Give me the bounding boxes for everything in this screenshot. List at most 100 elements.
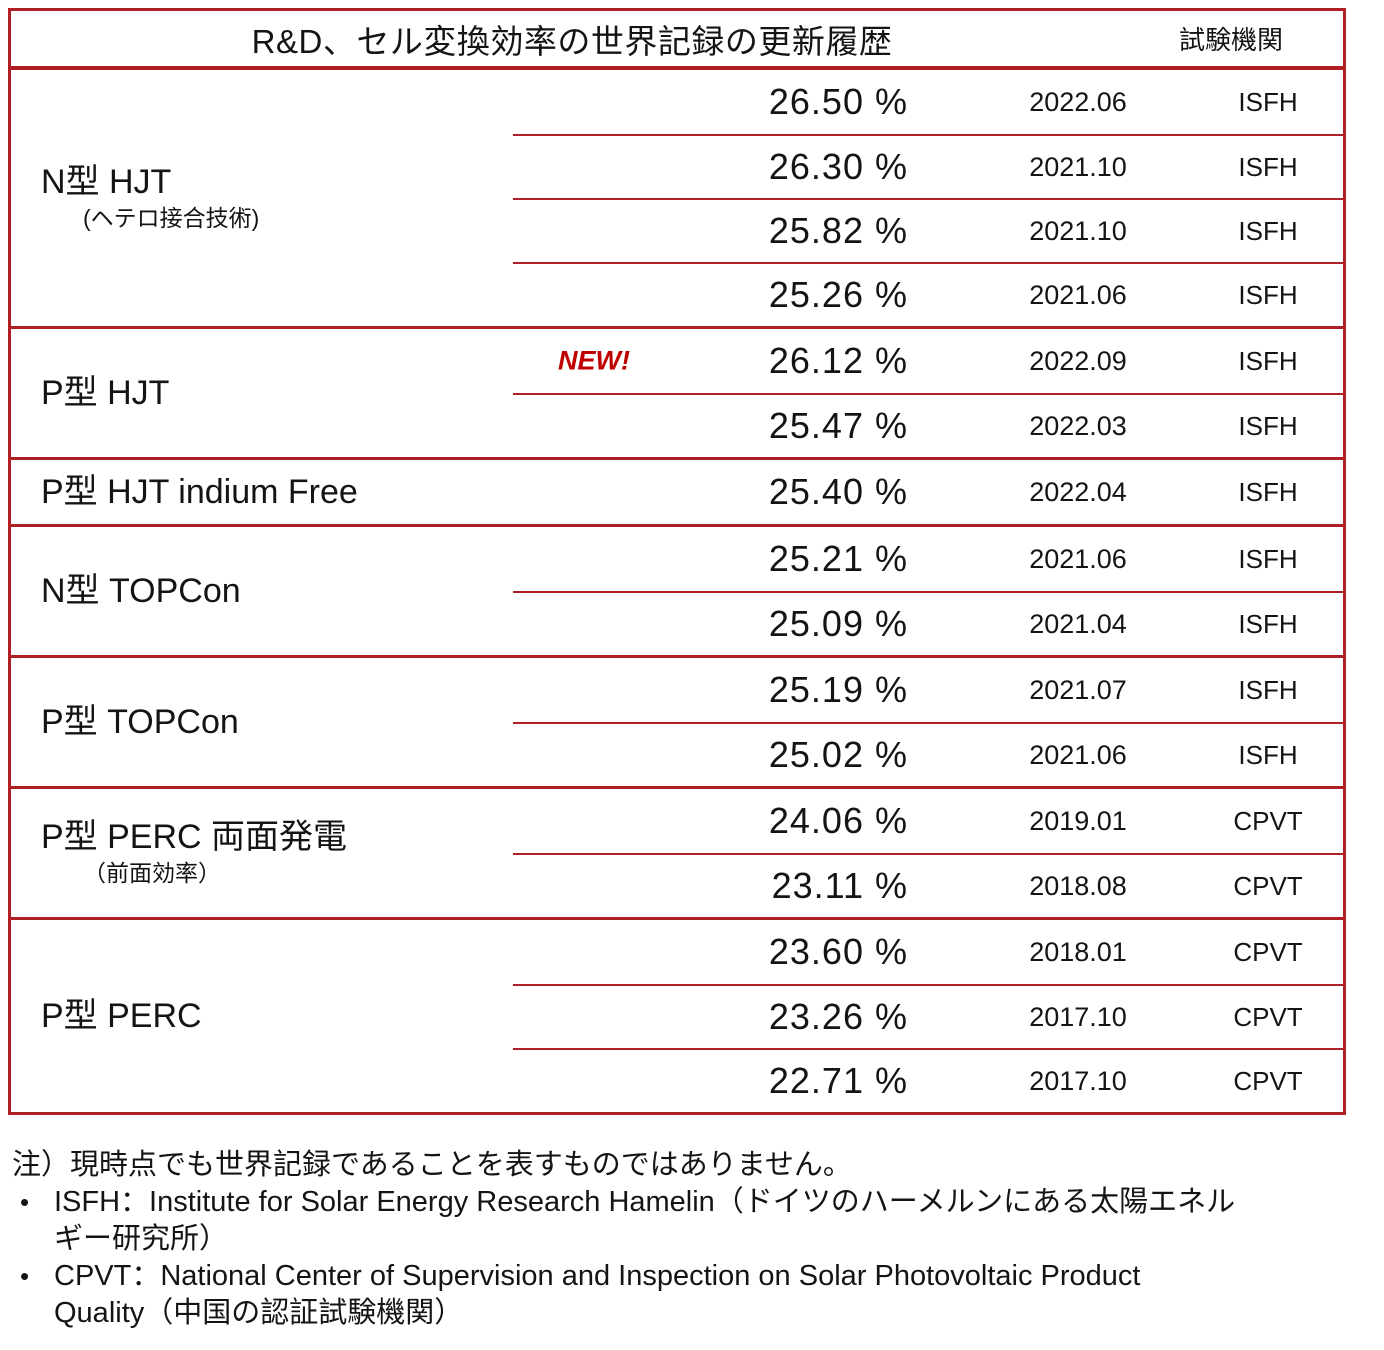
group-label-cell: P型 HJT — [11, 329, 513, 457]
group-label-cell: P型 PERC — [11, 920, 513, 1112]
table-group: P型 PERC 23.60 % 2018.01 CPVT 23.26 % 201… — [11, 917, 1343, 1112]
test-agency: CPVT — [1233, 1065, 1303, 1096]
footnotes: 注）現時点でも世界記録であることを表すものではありません。 • ISFH：Ins… — [10, 1147, 1374, 1332]
table-row: 26.30 % 2021.10 ISFH — [513, 134, 1343, 198]
table-title: R&D、セル変換効率の世界記録の更新履歴 — [251, 22, 893, 60]
table-row: 25.09 % 2021.04 ISFH — [513, 591, 1343, 655]
group-rows: NEW! 26.12 % 2022.09 ISFH 25.47 % 2022.0… — [513, 329, 1343, 457]
efficiency-value: 24.06 % — [768, 800, 908, 841]
table-group: N型 TOPCon 25.21 % 2021.06 ISFH 25.09 % 2… — [11, 524, 1343, 655]
record-date: 2022.03 — [1029, 410, 1127, 441]
efficiency-value: 26.30 % — [768, 146, 908, 187]
test-agency: ISFH — [1238, 543, 1298, 574]
note-disclaimer: 注）現時点でも世界記録であることを表すものではありません。 — [12, 1149, 852, 1181]
group-rows: 25.19 % 2021.07 ISFH 25.02 % 2021.06 ISF… — [513, 658, 1343, 786]
note-line: Quality（中国の認証試験機関） — [54, 1297, 464, 1329]
test-agency: ISFH — [1238, 151, 1298, 182]
efficiency-record-table: R&D、セル変換効率の世界記録の更新履歴 試験機関 N型 HJT (ヘテロ接合技… — [8, 8, 1346, 1115]
record-date: 2022.06 — [1029, 86, 1127, 117]
record-date: 2018.08 — [1029, 870, 1127, 901]
efficiency-value: 23.60 % — [768, 931, 908, 972]
record-date: 2017.10 — [1029, 1065, 1127, 1096]
table-group: N型 HJT (ヘテロ接合技術) 26.50 % 2022.06 ISFH 26… — [11, 70, 1343, 326]
table-header-row: R&D、セル変換効率の世界記録の更新履歴 試験機関 — [11, 11, 1343, 70]
table-row: 25.40 % 2022.04 ISFH — [513, 460, 1343, 524]
note-bullet-item: • ISFH：Institute for Solar Energy Resear… — [10, 1184, 1374, 1258]
group-label-cell: P型 PERC 両面発電 （前面効率） — [11, 789, 513, 917]
note-line: CPVT：National Center of Supervision and … — [54, 1260, 1141, 1292]
note-bullet-item: • CPVT：National Center of Supervision an… — [10, 1258, 1374, 1332]
table-group: P型 HJT indium Free 25.40 % 2022.04 ISFH — [11, 457, 1343, 524]
group-label: P型 TOPCon — [41, 702, 239, 741]
efficiency-value: 25.82 % — [768, 210, 908, 251]
efficiency-value: 25.21 % — [768, 538, 908, 579]
table-group: P型 PERC 両面発電 （前面効率） 24.06 % 2019.01 CPVT… — [11, 786, 1343, 917]
test-agency: ISFH — [1238, 215, 1298, 246]
group-label-cell: N型 TOPCon — [11, 527, 513, 655]
efficiency-value: 25.02 % — [768, 734, 908, 775]
test-agency: ISFH — [1238, 608, 1298, 639]
efficiency-value: 25.47 % — [768, 405, 908, 446]
record-date: 2018.01 — [1029, 936, 1127, 967]
group-label-cell: N型 HJT (ヘテロ接合技術) — [11, 70, 513, 326]
test-agency: ISFH — [1238, 739, 1298, 770]
test-agency: ISFH — [1238, 345, 1298, 376]
table-body: N型 HJT (ヘテロ接合技術) 26.50 % 2022.06 ISFH 26… — [11, 70, 1343, 1112]
group-label: P型 PERC — [41, 996, 202, 1035]
group-rows: 26.50 % 2022.06 ISFH 26.30 % 2021.10 ISF… — [513, 70, 1343, 326]
group-label: P型 HJT — [41, 373, 170, 412]
table-row: 25.47 % 2022.03 ISFH — [513, 393, 1343, 457]
efficiency-value: 25.09 % — [768, 603, 908, 644]
bullet-marker: • — [20, 1261, 30, 1291]
note-line: ギー研究所） — [54, 1223, 229, 1255]
record-date: 2021.07 — [1029, 674, 1127, 705]
record-date: 2021.06 — [1029, 543, 1127, 574]
group-rows: 25.40 % 2022.04 ISFH — [513, 460, 1343, 524]
record-date: 2021.10 — [1029, 215, 1127, 246]
group-label-cell: P型 HJT indium Free — [11, 460, 513, 524]
note-line: ISFH：Institute for Solar Energy Research… — [54, 1186, 1236, 1218]
efficiency-value: 25.26 % — [768, 274, 908, 315]
test-agency: ISFH — [1238, 674, 1298, 705]
group-label: N型 HJT — [41, 162, 172, 201]
test-agency: ISFH — [1238, 279, 1298, 310]
notes-list: • ISFH：Institute for Solar Energy Resear… — [10, 1184, 1374, 1332]
efficiency-value: 23.26 % — [768, 996, 908, 1037]
table-row: 23.60 % 2018.01 CPVT — [513, 920, 1343, 984]
table-row: 25.21 % 2021.06 ISFH — [513, 527, 1343, 591]
group-label: P型 HJT indium Free — [41, 472, 358, 511]
test-agency: ISFH — [1238, 86, 1298, 117]
test-agency: CPVT — [1233, 1001, 1303, 1032]
table-row: 26.50 % 2022.06 ISFH — [513, 70, 1343, 134]
test-agency: CPVT — [1233, 936, 1303, 967]
table-row: 25.02 % 2021.06 ISFH — [513, 722, 1343, 786]
table-group: P型 TOPCon 25.19 % 2021.07 ISFH 25.02 % 2… — [11, 655, 1343, 786]
test-agency: ISFH — [1238, 476, 1298, 507]
record-date: 2022.09 — [1029, 345, 1127, 376]
record-date: 2021.06 — [1029, 279, 1127, 310]
table-row: 23.11 % 2018.08 CPVT — [513, 853, 1343, 917]
table-group: P型 HJT NEW! 26.12 % 2022.09 ISFH 25.47 %… — [11, 326, 1343, 457]
table-row: 23.26 % 2017.10 CPVT — [513, 984, 1343, 1048]
record-date: 2021.04 — [1029, 608, 1127, 639]
efficiency-value: 25.19 % — [768, 669, 908, 710]
group-rows: 23.60 % 2018.01 CPVT 23.26 % 2017.10 CPV… — [513, 920, 1343, 1112]
table-row: 25.82 % 2021.10 ISFH — [513, 198, 1343, 262]
efficiency-value: 23.11 % — [771, 865, 908, 906]
group-sublabel: （前面効率） — [83, 860, 221, 887]
group-rows: 25.21 % 2021.06 ISFH 25.09 % 2021.04 ISF… — [513, 527, 1343, 655]
table-row: 25.26 % 2021.06 ISFH — [513, 262, 1343, 326]
record-date: 2019.01 — [1029, 805, 1127, 836]
group-rows: 24.06 % 2019.01 CPVT 23.11 % 2018.08 CPV… — [513, 789, 1343, 917]
record-date: 2021.06 — [1029, 739, 1127, 770]
record-date: 2021.10 — [1029, 151, 1127, 182]
bullet-lines: ISFH：Institute for Solar Energy Research… — [54, 1184, 1374, 1258]
table-row: 22.71 % 2017.10 CPVT — [513, 1048, 1343, 1112]
efficiency-value: 25.40 % — [768, 471, 908, 512]
new-badge: NEW! — [558, 345, 630, 376]
table-row: 24.06 % 2019.01 CPVT — [513, 789, 1343, 853]
test-agency: CPVT — [1233, 870, 1303, 901]
group-label-cell: P型 TOPCon — [11, 658, 513, 786]
group-label: N型 TOPCon — [41, 571, 241, 610]
record-date: 2022.04 — [1029, 476, 1127, 507]
